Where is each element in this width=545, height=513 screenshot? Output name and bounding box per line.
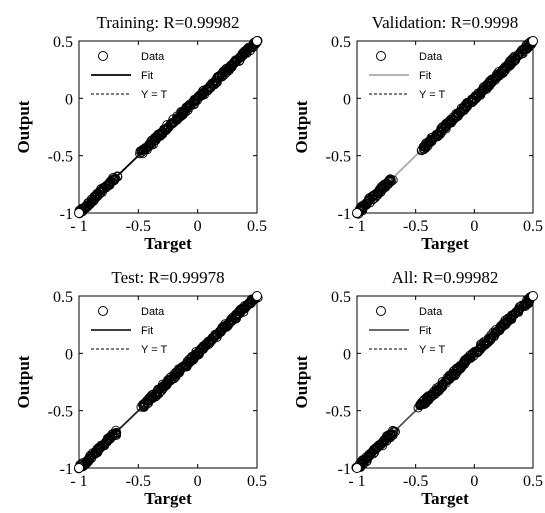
y-tick-label: -0.5 — [326, 149, 351, 166]
panel-title: All: R=0.99982 — [392, 268, 499, 287]
y-tick-label: -1 — [338, 461, 351, 478]
legend: Data Fit Y = T — [91, 306, 167, 356]
data-point — [528, 291, 538, 301]
x-axis-label: Target — [421, 489, 469, 508]
legend-data-marker — [98, 51, 108, 61]
y-tick-label: 0 — [343, 91, 351, 108]
y-tick-label: -0.5 — [326, 404, 351, 421]
data-point — [352, 208, 362, 218]
legend-label: Y = T — [141, 344, 167, 356]
data-point — [352, 463, 362, 473]
data-point — [111, 428, 121, 438]
x-tick-label: - 1 — [70, 473, 87, 490]
y-axis-label: Output — [14, 100, 33, 153]
data-point — [387, 429, 397, 439]
data-point — [388, 425, 398, 436]
x-tick-label: 0.5 — [247, 473, 267, 490]
legend-label: Y = T — [419, 89, 445, 101]
data-point — [512, 306, 522, 317]
data-points — [74, 291, 263, 474]
x-tick-label: -0.5 — [126, 218, 151, 235]
x-tick-label: -0.5 — [403, 218, 428, 235]
data-point — [220, 319, 230, 329]
panel-title: Training: R=0.99982 — [96, 13, 239, 32]
y-tick-label: 0.5 — [53, 289, 73, 306]
data-point — [528, 36, 538, 46]
y-tick-label: 0 — [65, 346, 73, 363]
x-tick-label: 0.5 — [523, 473, 543, 490]
legend-data-marker — [376, 51, 386, 61]
data-point — [113, 172, 123, 182]
x-tick-label: - 1 — [70, 218, 87, 235]
data-point — [492, 71, 502, 81]
x-tick-label: 0 — [194, 473, 202, 490]
y-tick-label: 0 — [343, 346, 351, 363]
data-point — [111, 425, 121, 436]
x-tick-label: -0.5 — [126, 473, 151, 490]
data-point — [110, 173, 120, 184]
data-points — [352, 36, 538, 219]
x-tick-label: - 1 — [348, 473, 365, 490]
x-tick-label: 0.5 — [523, 218, 543, 235]
legend-label: Fit — [419, 325, 431, 337]
legend-label: Y = T — [141, 89, 167, 101]
y-tick-label: -0.5 — [48, 149, 73, 166]
data-point — [162, 120, 172, 130]
panel-title: Validation: R=0.9998 — [372, 13, 519, 32]
x-axis-label: Target — [144, 234, 192, 253]
legend-data-marker — [376, 306, 386, 316]
legend-label: Fit — [141, 325, 153, 337]
data-point — [388, 430, 398, 440]
regression-panel-2: Validation: R=0.9998 - 1-1 -0.5 -0.5 0 0 0.5 0.… — [292, 13, 543, 253]
data-point — [252, 291, 262, 301]
legend: Data Fit Y = T — [91, 51, 167, 101]
regression-panel-4: All: R=0.99982 - 1-1 -0.5 -0.5 0 0 0.5 0.5 Targe… — [292, 268, 543, 508]
x-axis-label: Target — [421, 234, 469, 253]
legend: Data Fit Y = T — [369, 51, 445, 101]
regression-panel-1: Training: R=0.99982 - 1-1 -0.5 -0.5 0 0 0.5 0.5… — [14, 13, 267, 253]
data-point — [252, 36, 262, 46]
y-tick-label: 0.5 — [331, 289, 351, 306]
legend-label: Data — [141, 306, 165, 318]
x-tick-label: -0.5 — [403, 473, 428, 490]
panel-title: Test: R=0.99978 — [111, 268, 224, 287]
legend-data-marker — [98, 306, 108, 316]
y-axis-label: Output — [14, 355, 33, 408]
y-tick-label: -1 — [60, 206, 73, 223]
y-tick-label: -1 — [60, 461, 73, 478]
legend-label: Fit — [419, 70, 431, 82]
legend-label: Y = T — [419, 344, 445, 356]
x-tick-label: - 1 — [348, 218, 365, 235]
legend: Data Fit Y = T — [369, 306, 445, 356]
x-axis-label: Target — [144, 489, 192, 508]
data-point — [386, 175, 396, 185]
legend-label: Data — [141, 51, 165, 63]
x-tick-label: 0 — [470, 473, 478, 490]
y-axis-label: Output — [292, 355, 311, 408]
data-points — [74, 36, 263, 219]
y-tick-label: -0.5 — [48, 404, 73, 421]
data-points — [351, 291, 538, 473]
y-tick-label: 0.5 — [53, 34, 73, 51]
data-point — [390, 427, 400, 437]
legend-label: Fit — [141, 70, 153, 82]
y-tick-label: -1 — [338, 206, 351, 223]
y-tick-label: 0.5 — [331, 34, 351, 51]
data-point — [74, 463, 84, 473]
y-tick-label: 0 — [65, 91, 73, 108]
legend-label: Data — [419, 51, 443, 63]
x-tick-label: 0 — [470, 218, 478, 235]
legend-label: Data — [419, 306, 443, 318]
data-point — [74, 208, 84, 218]
y-axis-label: Output — [292, 100, 311, 153]
regression-panel-3: Test: R=0.99978 - 1-1 -0.5 -0.5 0 0 0.5 0.5 Targ… — [14, 268, 267, 508]
x-tick-label: 0 — [194, 218, 202, 235]
x-tick-label: 0.5 — [247, 218, 267, 235]
